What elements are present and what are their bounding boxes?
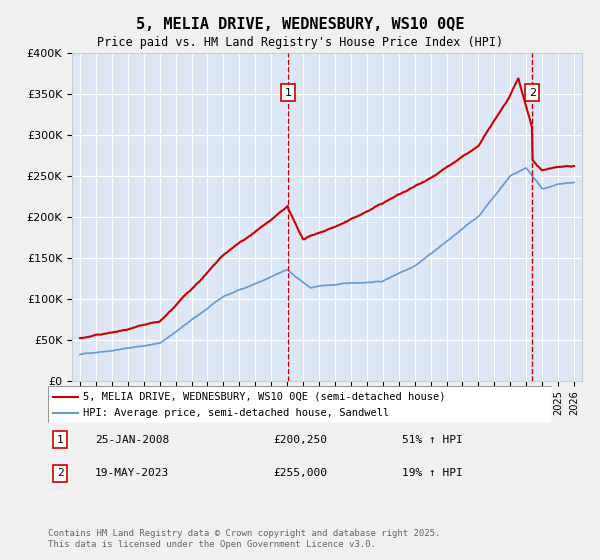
Text: 51% ↑ HPI: 51% ↑ HPI bbox=[401, 435, 463, 445]
Text: 2: 2 bbox=[529, 87, 536, 97]
FancyBboxPatch shape bbox=[48, 386, 552, 423]
Text: £200,250: £200,250 bbox=[273, 435, 327, 445]
Text: 1: 1 bbox=[285, 87, 292, 97]
Text: 25-JAN-2008: 25-JAN-2008 bbox=[95, 435, 169, 445]
Text: 2: 2 bbox=[56, 468, 64, 478]
Text: 19-MAY-2023: 19-MAY-2023 bbox=[95, 468, 169, 478]
Text: £255,000: £255,000 bbox=[273, 468, 327, 478]
Text: 5, MELIA DRIVE, WEDNESBURY, WS10 0QE (semi-detached house): 5, MELIA DRIVE, WEDNESBURY, WS10 0QE (se… bbox=[83, 391, 446, 402]
Text: Price paid vs. HM Land Registry's House Price Index (HPI): Price paid vs. HM Land Registry's House … bbox=[97, 36, 503, 49]
Text: 5, MELIA DRIVE, WEDNESBURY, WS10 0QE: 5, MELIA DRIVE, WEDNESBURY, WS10 0QE bbox=[136, 17, 464, 32]
Text: 1: 1 bbox=[56, 435, 64, 445]
Text: HPI: Average price, semi-detached house, Sandwell: HPI: Average price, semi-detached house,… bbox=[83, 408, 389, 418]
Text: 19% ↑ HPI: 19% ↑ HPI bbox=[401, 468, 463, 478]
Text: Contains HM Land Registry data © Crown copyright and database right 2025.
This d: Contains HM Land Registry data © Crown c… bbox=[48, 529, 440, 549]
